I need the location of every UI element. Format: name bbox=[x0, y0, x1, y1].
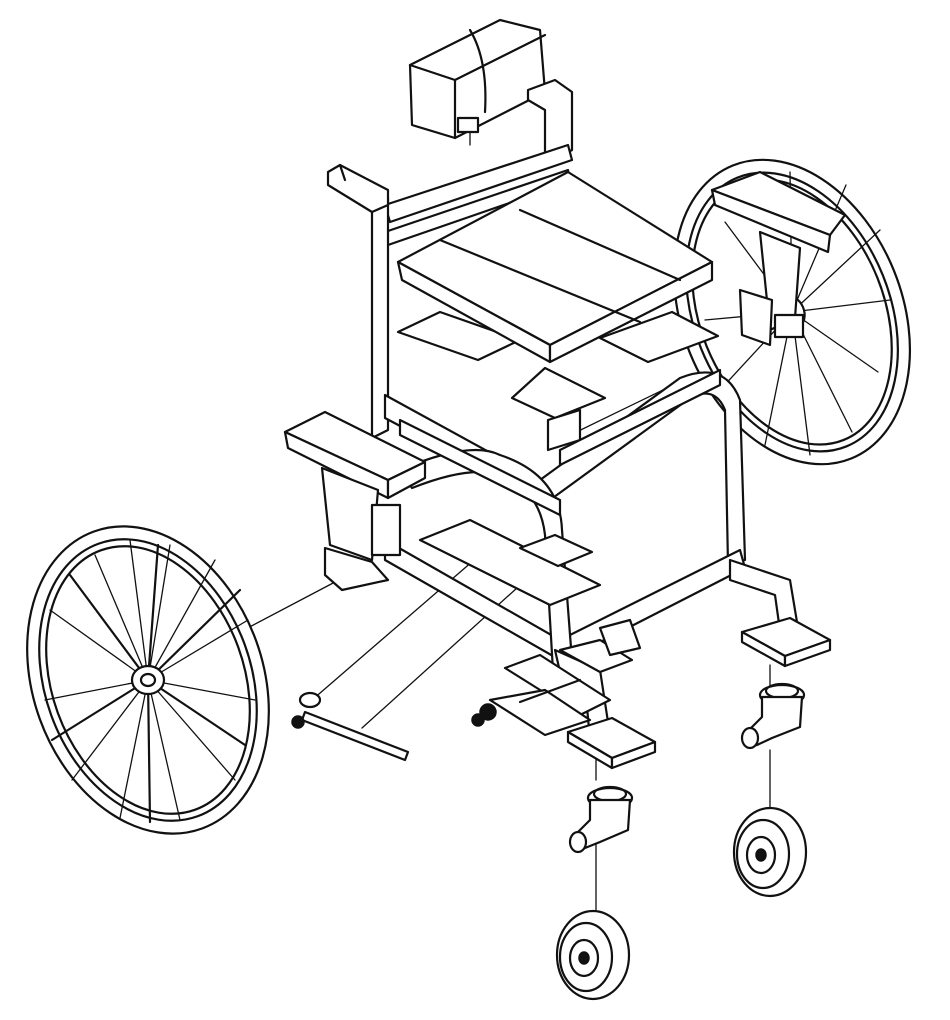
headrest bbox=[408, 18, 547, 140]
front-foot-pads bbox=[566, 616, 832, 770]
crank-handle bbox=[291, 691, 410, 762]
right-armrest bbox=[710, 170, 847, 347]
lift-mechanism bbox=[471, 618, 642, 737]
push-handle bbox=[326, 163, 390, 214]
left-armrest bbox=[283, 410, 427, 592]
caster-wheels bbox=[555, 806, 808, 1001]
footrest-plate bbox=[418, 518, 602, 607]
rear-wheel-left bbox=[26, 525, 270, 835]
seat-plates bbox=[396, 310, 720, 452]
seat-cushion bbox=[396, 170, 714, 364]
main-frame bbox=[383, 368, 802, 742]
caster-forks bbox=[568, 682, 806, 854]
